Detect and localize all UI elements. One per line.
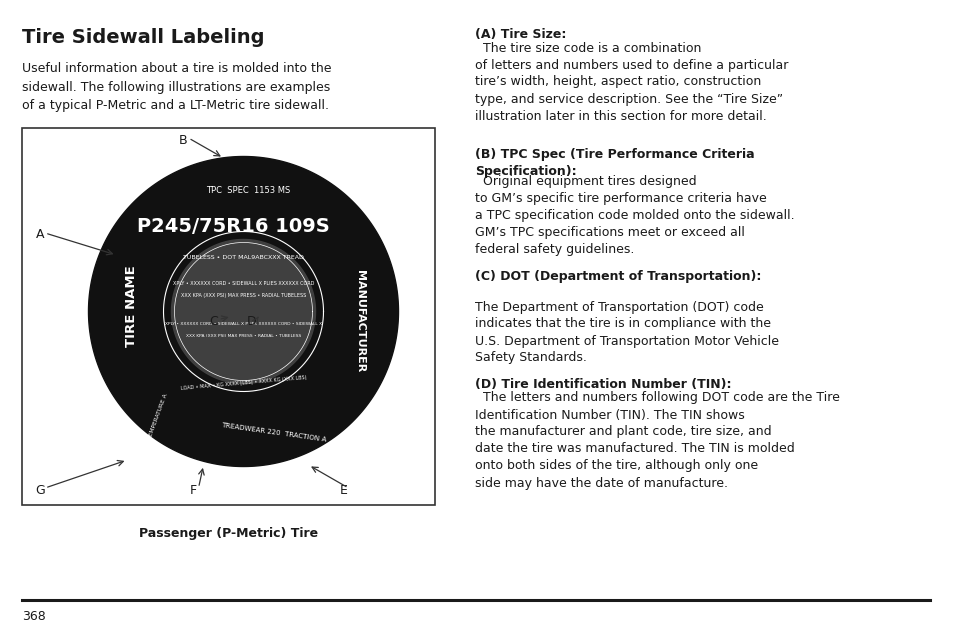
Text: MANUFACTURER: MANUFACTURER (355, 270, 364, 373)
Text: (A) Tire Size:: (A) Tire Size: (475, 28, 566, 41)
Text: TREADWEAR 220  TRACTION A: TREADWEAR 220 TRACTION A (220, 422, 326, 443)
Polygon shape (172, 240, 315, 384)
Text: TEMPERATURE A: TEMPERATURE A (148, 393, 169, 441)
Text: XXX KPA (XXX PSI) MAX PRESS • RADIAL TUBELESS: XXX KPA (XXX PSI) MAX PRESS • RADIAL TUB… (181, 293, 306, 298)
Text: P245/75R16 109S: P245/75R16 109S (137, 217, 330, 236)
Text: C: C (209, 315, 217, 328)
Text: TPC  SPEC  1153 MS: TPC SPEC 1153 MS (206, 186, 291, 195)
Text: G: G (35, 483, 45, 497)
Text: XPLY • XXXXXX CORD • SIDEWALL X PLIES XXXXXX CORD • SIDEWALL X: XPLY • XXXXXX CORD • SIDEWALL X PLIES XX… (165, 322, 322, 326)
Text: 368: 368 (22, 610, 46, 623)
Text: The tire size code is a combination
of letters and numbers used to define a part: The tire size code is a combination of l… (475, 41, 787, 123)
Text: (C) DOT (Department of Transportation):: (C) DOT (Department of Transportation): (475, 270, 760, 283)
Text: LOAD • MAX • KG XXXX (LBS) • XXXX KG (XXX LBS): LOAD • MAX • KG XXXX (LBS) • XXXX KG (XX… (180, 375, 306, 391)
Text: The Department of Transportation (DOT) code
indicates that the tire is in compli: The Department of Transportation (DOT) c… (475, 284, 779, 364)
Text: Passenger (P-Metric) Tire: Passenger (P-Metric) Tire (139, 527, 317, 540)
Text: A: A (35, 228, 44, 242)
Polygon shape (89, 156, 398, 466)
Text: Tire Sidewall Labeling: Tire Sidewall Labeling (22, 28, 264, 47)
Text: B: B (179, 134, 188, 146)
Bar (22, 128, 435, 505)
Text: D: D (247, 315, 256, 328)
Text: (D) Tire Identification Number (TIN):: (D) Tire Identification Number (TIN): (475, 378, 731, 391)
Text: TUBELESS • DOT MAL9ABCXXX TREAD: TUBELESS • DOT MAL9ABCXXX TREAD (183, 255, 304, 259)
Text: (B) TPC Spec (Tire Performance Criteria
Specification):: (B) TPC Spec (Tire Performance Criteria … (475, 148, 754, 178)
Text: Useful information about a tire is molded into the
sidewall. The following illus: Useful information about a tire is molde… (22, 62, 331, 112)
Text: The letters and numbers following DOT code are the Tire
Identification Number (T: The letters and numbers following DOT co… (475, 392, 839, 490)
Text: F: F (190, 483, 197, 497)
Text: TIRE NAME: TIRE NAME (125, 266, 138, 347)
Text: XPLY • XXXXXX CORD • SIDEWALL X PLIES XXXXXX CORD: XPLY • XXXXXX CORD • SIDEWALL X PLIES XX… (172, 281, 314, 286)
Text: XXX KPA (XXX PSI) MAX PRESS • RADIAL • TUBELESS: XXX KPA (XXX PSI) MAX PRESS • RADIAL • T… (186, 335, 301, 338)
Text: E: E (339, 483, 347, 497)
Text: Original equipment tires designed
to GM’s specific tire performance criteria hav: Original equipment tires designed to GM’… (475, 175, 794, 256)
